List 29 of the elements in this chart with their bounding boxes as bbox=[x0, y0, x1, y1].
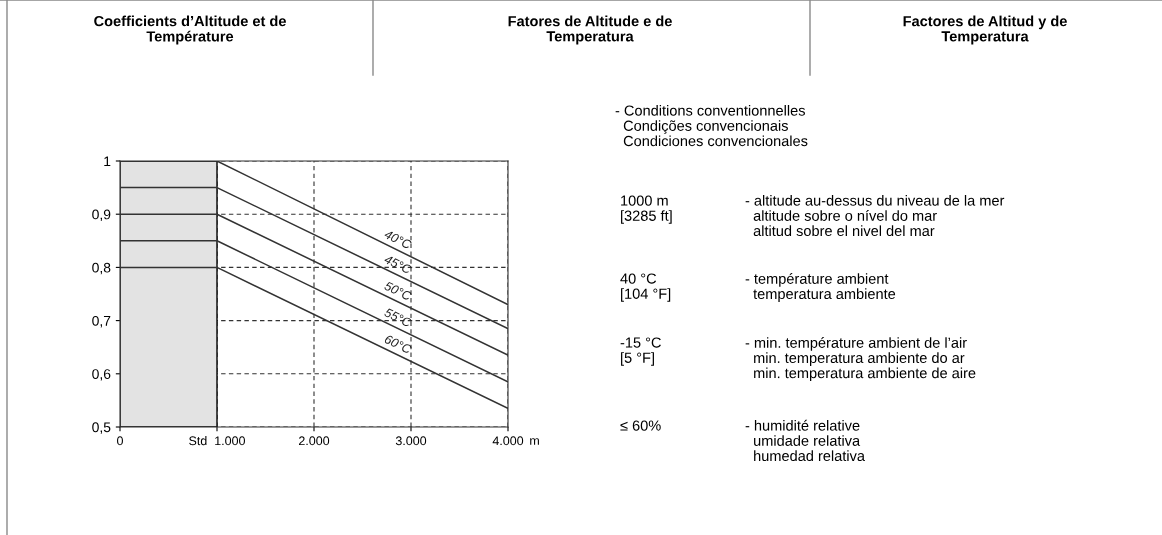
x-tick-label: 3.000 bbox=[395, 436, 427, 446]
text: - humidité relative umidade relativa humedad relativa bbox=[745, 419, 865, 462]
y-tick-label: 0,8 bbox=[92, 262, 111, 275]
y-tick-label: 0,9 bbox=[92, 209, 111, 222]
text: 45°C bbox=[383, 254, 413, 275]
text: Fatores de Altitude e de Temperatura bbox=[508, 15, 672, 45]
y-tick-label: 1 bbox=[104, 156, 111, 167]
y-tick-label: 0,6 bbox=[92, 369, 111, 381]
text: 40°C bbox=[383, 229, 413, 250]
text: - Conditions conventionnelles Condições convencionais Condiciones convencionales bbox=[615, 105, 808, 147]
y-tick-label: 0,5 bbox=[92, 422, 111, 434]
text: -15 °C [5 °F] bbox=[620, 337, 661, 366]
text: Coefficients d’Altitude et de Température bbox=[94, 15, 286, 45]
x-axis-title: m bbox=[530, 438, 539, 445]
text: 1000 m [3285 ft] bbox=[621, 195, 672, 224]
text: 40 °C [104 °F] bbox=[620, 273, 671, 302]
x-tick-label: Std 1.000 bbox=[189, 436, 246, 446]
x-tick-label: 4.000 bbox=[492, 436, 524, 446]
x-tick-label: 2.000 bbox=[298, 436, 330, 446]
text: - min. température ambient de l’air min. temperatura ambiente do ar min. temperatura ambiente de aire bbox=[745, 337, 976, 382]
text: - température ambient temperatura ambiente bbox=[745, 273, 896, 302]
x-tick-label: 0 bbox=[117, 436, 123, 446]
text: - altitude au-dessus du niveau de la mer altitude sobre o nível do mar altitud sobre el nivel del mar bbox=[745, 195, 1005, 237]
text: 55°C bbox=[383, 307, 413, 328]
y-tick-label: 0,7 bbox=[92, 315, 111, 328]
text: ≤ 60% bbox=[620, 420, 661, 431]
text: Factores de Altitud y de Temperatura bbox=[903, 15, 1067, 45]
text: 50°C bbox=[383, 280, 413, 302]
text: 60°C bbox=[384, 334, 413, 355]
